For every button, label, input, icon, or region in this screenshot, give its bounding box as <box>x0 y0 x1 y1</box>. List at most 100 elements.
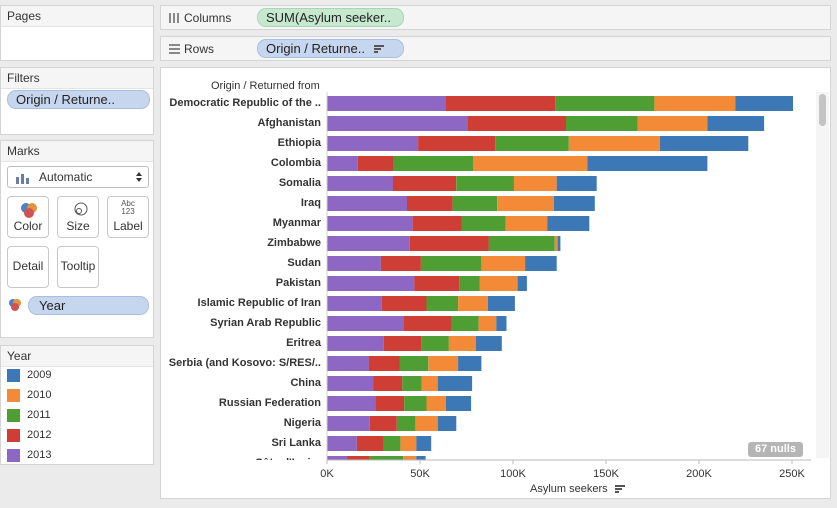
bar-segment-2013[interactable] <box>327 416 370 431</box>
bar-segment-2013[interactable] <box>327 356 369 371</box>
category-label[interactable]: Democratic Republic of the .. <box>169 97 321 109</box>
bar-segment-2009[interactable] <box>437 376 473 391</box>
category-label[interactable]: Eritrea <box>286 337 322 349</box>
bar-segment-2012[interactable] <box>380 256 421 271</box>
bar-segment-2013[interactable] <box>327 296 382 311</box>
year-color-pill[interactable]: Year <box>28 296 149 315</box>
bar-segment-2011[interactable] <box>566 116 638 131</box>
bar-segment-2010[interactable] <box>403 456 417 471</box>
nulls-indicator[interactable]: 67 nulls <box>748 442 803 457</box>
category-label[interactable]: Zimbabwe <box>267 237 321 249</box>
bar-segment-2009[interactable] <box>496 316 507 331</box>
bar-segment-2013[interactable] <box>327 156 358 171</box>
bar-segment-2012[interactable] <box>409 236 489 251</box>
bar-segment-2011[interactable] <box>402 376 422 391</box>
bar-segment-2013[interactable] <box>327 216 413 231</box>
bar-segment-2011[interactable] <box>451 316 479 331</box>
bar-segment-2012[interactable] <box>369 416 397 431</box>
bar-segment-2010[interactable] <box>428 356 459 371</box>
bar-segment-2011[interactable] <box>421 336 449 351</box>
bar-segment-2011[interactable] <box>396 416 416 431</box>
bar-segment-2009[interactable] <box>556 176 597 191</box>
bar-segment-2009[interactable] <box>475 336 502 351</box>
bar-segment-2012[interactable] <box>407 196 453 211</box>
category-label[interactable]: Russian Federation <box>219 397 321 409</box>
vertical-scrollbar[interactable] <box>816 92 829 458</box>
bar-segment-2012[interactable] <box>412 216 462 231</box>
bar-segment-2013[interactable] <box>327 236 410 251</box>
bar-segment-2009[interactable] <box>416 436 432 451</box>
bar-segment-2010[interactable] <box>554 236 558 251</box>
bar-segment-2012[interactable] <box>381 296 427 311</box>
bar-segment-2009[interactable] <box>547 216 590 231</box>
bar-segment-2013[interactable] <box>327 116 468 131</box>
bar-segment-2013[interactable] <box>327 336 384 351</box>
bar-segment-2011[interactable] <box>383 436 401 451</box>
columns-shelf[interactable]: Columns SUM(Asylum seeker.. <box>160 5 831 30</box>
bar-segment-2009[interactable] <box>557 236 561 251</box>
category-label[interactable]: Serbia (and Kosovo: S/RES/.. <box>169 357 321 369</box>
bar-segment-2011[interactable] <box>393 156 473 171</box>
pages-shelf[interactable]: Pages <box>0 5 154 61</box>
bar-segment-2013[interactable] <box>327 316 404 331</box>
bar-segment-2012[interactable] <box>357 156 393 171</box>
bar-segment-2009[interactable] <box>446 396 472 411</box>
bar-segment-2013[interactable] <box>327 136 419 151</box>
category-label[interactable]: Syrian Arab Republic <box>210 317 321 329</box>
category-label[interactable]: Pakistan <box>276 277 322 289</box>
bar-segment-2011[interactable] <box>488 236 555 251</box>
category-label[interactable]: Colombia <box>271 157 322 169</box>
bar-segment-2010[interactable] <box>458 296 488 311</box>
bar-segment-2013[interactable] <box>327 256 381 271</box>
bar-segment-2013[interactable] <box>327 276 415 291</box>
bar-segment-2009[interactable] <box>659 136 749 151</box>
label-button[interactable]: Abc 123 Label <box>107 196 149 238</box>
bar-segment-2010[interactable] <box>505 216 548 231</box>
bar-segment-2010[interactable] <box>473 156 588 171</box>
bar-segment-2010[interactable] <box>415 416 438 431</box>
bar-segment-2010[interactable] <box>654 96 736 111</box>
bar-segment-2011[interactable] <box>452 196 498 211</box>
category-label[interactable]: Myanmar <box>273 217 322 229</box>
bar-segment-2012[interactable] <box>403 316 452 331</box>
bar-segment-2011[interactable] <box>459 276 480 291</box>
category-label[interactable]: Ethiopia <box>278 137 322 149</box>
bar-segment-2010[interactable] <box>478 316 497 331</box>
bar-segment-2012[interactable] <box>373 376 403 391</box>
bar-segment-2013[interactable] <box>327 436 357 451</box>
bar-segment-2009[interactable] <box>517 276 527 291</box>
columns-pill[interactable]: SUM(Asylum seeker.. <box>257 8 404 27</box>
bar-segment-2013[interactable] <box>327 196 407 211</box>
category-label[interactable]: Iraq <box>301 197 321 209</box>
size-button[interactable]: Size <box>57 196 99 238</box>
bar-segment-2009[interactable] <box>437 416 457 431</box>
bar-segment-2010[interactable] <box>421 376 438 391</box>
bar-segment-2010[interactable] <box>637 116 708 131</box>
bar-segment-2012[interactable] <box>347 456 370 471</box>
bar-segment-2010[interactable] <box>513 176 557 191</box>
bar-segment-2010[interactable] <box>479 276 518 291</box>
color-button[interactable]: Color <box>7 196 49 238</box>
mark-type-dropdown[interactable]: Automatic <box>7 166 149 188</box>
bar-segment-2010[interactable] <box>448 336 476 351</box>
category-label[interactable]: Somalia <box>279 177 322 189</box>
bar-segment-2011[interactable] <box>456 176 514 191</box>
tooltip-button[interactable]: Tooltip <box>57 246 99 288</box>
bar-segment-2010[interactable] <box>426 396 447 411</box>
category-label[interactable]: Nigeria <box>284 417 322 429</box>
bar-segment-2012[interactable] <box>375 396 405 411</box>
category-label[interactable]: Côte d'Ivoire <box>255 457 321 469</box>
bar-segment-2011[interactable] <box>555 96 655 111</box>
rows-pill[interactable]: Origin / Returne.. <box>257 39 404 58</box>
bar-segment-2012[interactable] <box>414 276 459 291</box>
rows-shelf[interactable]: Rows Origin / Returne.. <box>160 36 831 61</box>
filters-shelf[interactable]: Filters Origin / Returne.. <box>0 67 154 135</box>
bar-segment-2011[interactable] <box>399 356 429 371</box>
bar-segment-2011[interactable] <box>404 396 427 411</box>
bar-segment-2010[interactable] <box>497 196 554 211</box>
scrollbar-thumb[interactable] <box>819 94 826 126</box>
bar-segment-2011[interactable] <box>369 456 404 471</box>
detail-button[interactable]: Detail <box>7 246 49 288</box>
bar-segment-2011[interactable] <box>426 296 459 311</box>
bar-segment-2009[interactable] <box>707 116 765 131</box>
